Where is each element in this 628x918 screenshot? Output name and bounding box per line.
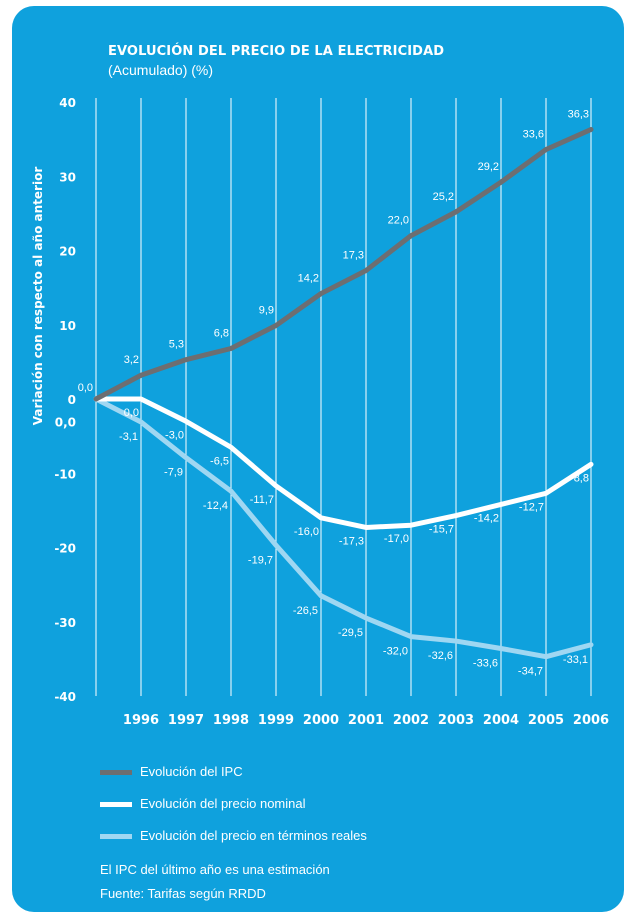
data-labels: 0,0 3,2 5,3 6,8 9,9 14,2 17,3 22,0 25,2 29,2 33,6 3… [78, 108, 589, 677]
data-label-real: -32,0 [383, 646, 408, 658]
data-label-real: -32,6 [428, 650, 453, 662]
estimate-note: El IPC del último año es una estimación [100, 862, 330, 877]
legend-swatch-ipc [100, 770, 132, 775]
data-label-nominal: -15,7 [429, 524, 454, 536]
x-tick-label: 1998 [213, 713, 249, 728]
x-tick-label: 2003 [438, 713, 474, 728]
data-label-nominal: 0,0 [124, 407, 139, 419]
data-label-real: -34,7 [518, 666, 543, 678]
y-tick-label: 20 [59, 245, 76, 259]
series-line-ipc [93, 126, 594, 402]
data-label-ipc: 6,8 [214, 328, 229, 340]
data-label-ipc: 3,2 [124, 354, 139, 366]
source-note: Fuente: Tarifas según RRDD [100, 886, 266, 901]
data-label-ipc: 22,0 [388, 215, 409, 227]
data-label-ipc: 36,3 [568, 108, 589, 120]
x-tick-label: 2004 [483, 713, 519, 728]
chart-title: EVOLUCIÓN DEL PRECIO DE LA ELECTRICIDAD [108, 44, 445, 59]
data-label-real: -26,5 [293, 605, 318, 617]
y-tick-label: -40 [54, 690, 76, 704]
data-label-nominal: -8,8 [570, 472, 589, 484]
data-label-real: -7,9 [164, 467, 183, 479]
data-label-ipc: 25,2 [433, 191, 454, 203]
series-line-real [93, 396, 594, 660]
y-tick-label: 30 [59, 170, 76, 184]
legend-item-real: Evolución del precio en términos reales [100, 826, 520, 846]
x-axis-ticks: 1996 1997 1998 1999 2000 2001 2002 2003 2004 2005… [123, 713, 609, 728]
data-label-real: -3,1 [119, 431, 138, 443]
legend-swatch-nominal [100, 802, 132, 807]
y-axis-ticks: 40 30 20 10 0 0,0 -10 -20 -30 -40 [54, 96, 76, 704]
y-axis-label: Variación con respecto al año anterior [31, 167, 45, 426]
gridlines [95, 98, 592, 696]
data-label-nominal: -6,5 [210, 455, 229, 467]
legend-swatch-real [100, 834, 132, 839]
data-label-nominal: -16,0 [294, 526, 319, 538]
data-label-nominal: -11,7 [250, 494, 274, 506]
data-label-ipc: 17,3 [343, 250, 364, 262]
data-label-ipc: 5,3 [169, 339, 184, 351]
data-label-ipc: 33,6 [523, 129, 544, 141]
legend-label-real: Evolución del precio en términos reales [140, 828, 367, 843]
x-tick-label: 2001 [348, 713, 384, 728]
data-label-nominal: -17,3 [339, 535, 364, 547]
x-tick-label: 1999 [258, 713, 294, 728]
data-label-ipc: 0,0 [78, 382, 93, 394]
legend-item-nominal: Evolución del precio nominal [100, 794, 520, 814]
legend-item-ipc: Evolución del IPC [100, 762, 520, 782]
x-tick-label: 1997 [168, 713, 204, 728]
y-tick-label: -10 [54, 467, 76, 481]
data-label-real: -12,4 [203, 500, 228, 512]
data-label-nominal: -12,7 [519, 501, 544, 513]
chart-subtitle: (Acumulado) (%) [108, 62, 214, 78]
y-tick-label: 10 [59, 319, 76, 333]
data-label-real: -29,5 [338, 627, 363, 639]
x-tick-label: 2006 [573, 713, 609, 728]
y-tick-label: -20 [54, 542, 76, 556]
legend-label-nominal: Evolución del precio nominal [140, 796, 306, 811]
x-tick-label: 1996 [123, 713, 159, 728]
data-label-ipc: 29,2 [478, 161, 499, 173]
y-tick-label: 0 [68, 393, 76, 407]
x-tick-label: 2000 [303, 713, 339, 728]
x-tick-label: 2005 [528, 713, 564, 728]
series-lines [93, 126, 594, 660]
x-tick-label: 2002 [393, 713, 429, 728]
data-label-nominal: -3,0 [165, 429, 184, 441]
series-line-nominal [93, 396, 594, 530]
data-label-nominal: -14,2 [474, 512, 499, 524]
data-label-ipc: 14,2 [298, 273, 319, 285]
chart-panel: EVOLUCIÓN DEL PRECIO DE LA ELECTRICIDAD … [12, 6, 624, 912]
y-tick-label: -30 [54, 616, 76, 630]
y-tick-label: 40 [59, 96, 76, 110]
legend-label-ipc: Evolución del IPC [140, 764, 243, 779]
data-label-real: -33,6 [473, 657, 498, 669]
y-tick-label: 0,0 [55, 415, 76, 429]
data-label-ipc: 9,9 [259, 304, 274, 316]
data-label-nominal: -17,0 [384, 533, 409, 545]
data-label-real: -33,1 [563, 654, 588, 666]
data-label-real: -19,7 [248, 554, 273, 566]
